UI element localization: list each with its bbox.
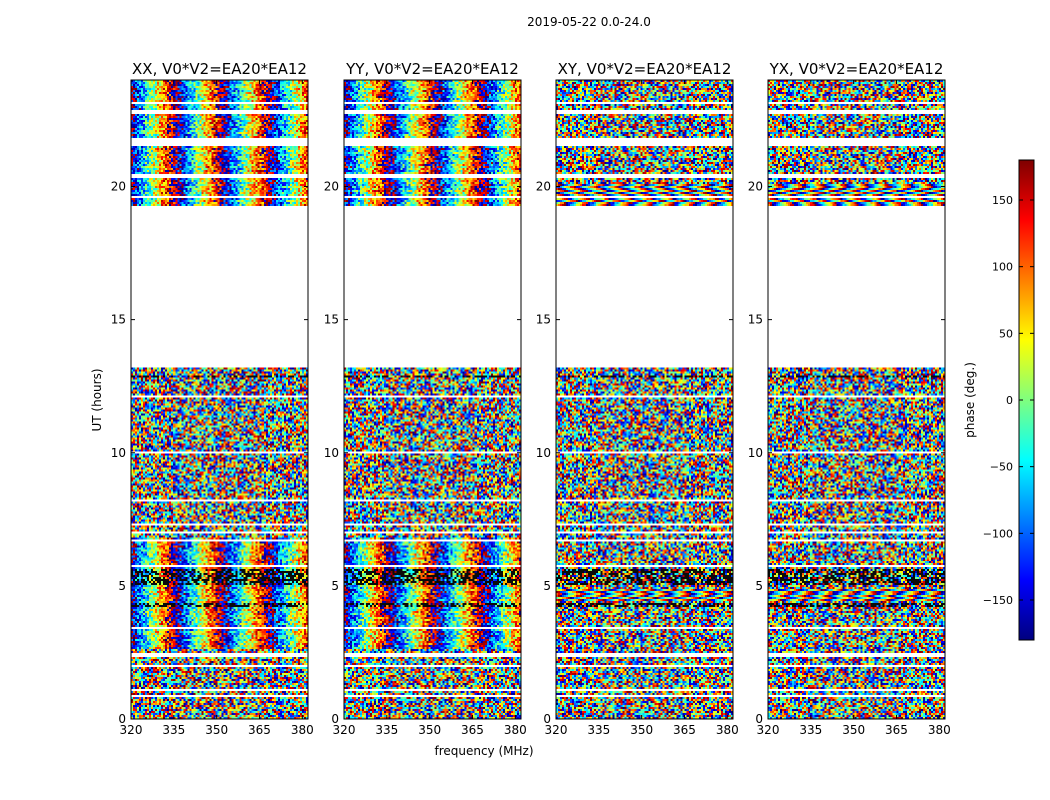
panel-2: XY, V0*V2=EA20*EA12 320 335 350 365 380 0 5 10 15…	[536, 60, 739, 737]
x-tick-label-3-1: 335	[799, 723, 822, 737]
y-tick-label-1-3: 15	[324, 313, 339, 327]
panel-0: XX, V0*V2=EA20*EA12 320 335 350 365 380 0 5 10 15…	[111, 60, 314, 737]
y-tick-label-3-2: 10	[748, 446, 763, 460]
x-tick-label-3-3: 365	[885, 723, 908, 737]
y-tick-label-2-2: 10	[536, 446, 551, 460]
panel-title-0: XX, V0*V2=EA20*EA12	[132, 60, 307, 78]
y-axis-label: UT (hours)	[90, 368, 104, 431]
x-tick-label-1-2: 350	[418, 723, 441, 737]
colorbar-tick-label-5: −100	[983, 527, 1013, 540]
y-tick-label-1-1: 5	[331, 579, 339, 593]
y-tick-label-1-2: 10	[324, 446, 339, 460]
colorbar-tick-label-0: 150	[992, 194, 1013, 207]
phase-heatmap-2	[556, 80, 733, 719]
y-tick-label-3-1: 5	[755, 579, 763, 593]
x-tick-label-0-1: 335	[162, 723, 185, 737]
x-tick-label-3-0: 320	[757, 723, 780, 737]
x-tick-label-2-2: 350	[630, 723, 653, 737]
y-tick-label-0-2: 10	[111, 446, 126, 460]
axes-frame-0	[130, 79, 309, 720]
colorbar-tick-label-2: 50	[999, 327, 1013, 340]
colorbar-ticks: 150 100 50 0 −50 −100 −150	[983, 194, 1034, 607]
axes-frame-3	[767, 79, 946, 720]
y-tick-label-3-4: 20	[748, 180, 763, 194]
figure-suptitle: 2019-05-22 0.0-24.0	[527, 15, 651, 29]
x-tick-label-0-0: 320	[120, 723, 143, 737]
panel-title-3: YX, V0*V2=EA20*EA12	[769, 60, 944, 78]
colorbar-label: phase (deg.)	[963, 362, 977, 438]
phase-heatmap-3	[768, 80, 945, 719]
x-tick-label-1-1: 335	[375, 723, 398, 737]
axes-frame-1	[343, 79, 522, 720]
panel-title-2: XY, V0*V2=EA20*EA12	[558, 60, 732, 78]
panel-3: YX, V0*V2=EA20*EA12 320 335 350 365 380 0 5 10 15…	[748, 60, 951, 737]
y-tick-label-2-3: 15	[536, 313, 551, 327]
x-tick-label-3-2: 350	[842, 723, 865, 737]
x-tick-label-1-4: 380	[504, 723, 527, 737]
x-tick-label-0-2: 350	[205, 723, 228, 737]
panel-title-1: YY, V0*V2=EA20*EA12	[345, 60, 519, 78]
colorbar-tick-label-4: −50	[990, 461, 1013, 474]
axes-frame-2	[555, 79, 734, 720]
phase-heatmap-1	[344, 80, 521, 719]
y-tick-label-2-4: 20	[536, 180, 551, 194]
y-tick-label-2-1: 5	[543, 579, 551, 593]
colorbar-tick-label-3: 0	[1006, 394, 1013, 407]
x-tick-label-3-4: 380	[928, 723, 951, 737]
colorbar-tick-label-6: −150	[983, 594, 1013, 607]
phase-heatmap-0	[131, 80, 308, 719]
y-tick-label-0-3: 15	[111, 313, 126, 327]
x-tick-label-2-1: 335	[587, 723, 610, 737]
y-tick-label-2-0: 0	[543, 712, 551, 726]
y-tick-label-0-4: 20	[111, 180, 126, 194]
colorbar-tick-label-1: 100	[992, 261, 1013, 274]
x-tick-label-1-3: 365	[461, 723, 484, 737]
x-tick-label-2-4: 380	[716, 723, 739, 737]
y-tick-label-0-0: 0	[118, 712, 126, 726]
y-tick-label-1-0: 0	[331, 712, 339, 726]
x-tick-label-0-3: 365	[248, 723, 271, 737]
y-tick-label-1-4: 20	[324, 180, 339, 194]
panel-1: YY, V0*V2=EA20*EA12 320 335 350 365 380 0 5 10 15…	[324, 60, 527, 737]
panels: XX, V0*V2=EA20*EA12 320 335 350 365 380 0 5 10 15…	[111, 60, 951, 737]
x-axis-label: frequency (MHz)	[434, 744, 533, 758]
y-tick-label-3-0: 0	[755, 712, 763, 726]
y-tick-label-3-3: 15	[748, 313, 763, 327]
y-tick-label-0-1: 5	[118, 579, 126, 593]
x-tick-label-1-0: 320	[333, 723, 356, 737]
colorbar: 150 100 50 0 −50 −100 −150 phase (deg.)	[963, 159, 1035, 641]
x-tick-label-2-3: 365	[673, 723, 696, 737]
x-tick-label-2-0: 320	[545, 723, 568, 737]
x-tick-label-0-4: 380	[291, 723, 314, 737]
